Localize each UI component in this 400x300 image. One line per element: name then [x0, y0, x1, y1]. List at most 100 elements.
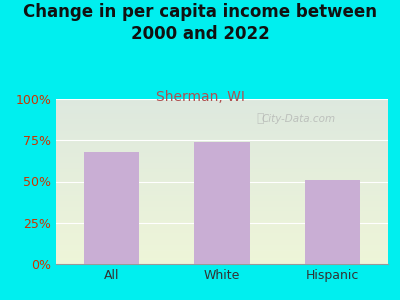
Bar: [56, 120, 388, 121]
Bar: [56, 230, 388, 231]
Bar: [56, 220, 388, 221]
Bar: [56, 163, 388, 164]
Bar: [56, 221, 388, 222]
Bar: [56, 139, 388, 140]
Bar: [56, 135, 388, 136]
Bar: [56, 131, 388, 132]
Bar: [56, 255, 388, 256]
Bar: [56, 202, 388, 203]
Bar: [56, 107, 388, 108]
Bar: [56, 128, 388, 129]
Bar: [56, 261, 388, 262]
Bar: [56, 251, 388, 252]
Bar: [56, 127, 388, 128]
Bar: [56, 164, 388, 165]
Bar: [56, 182, 388, 183]
Bar: [56, 158, 388, 159]
Bar: [56, 99, 388, 100]
Bar: [56, 109, 388, 110]
Bar: [56, 233, 388, 234]
Bar: [56, 193, 388, 194]
Bar: [56, 130, 388, 131]
Bar: [56, 126, 388, 127]
Bar: [56, 260, 388, 261]
Bar: [56, 111, 388, 112]
Bar: [56, 172, 388, 173]
Bar: [56, 141, 388, 142]
Bar: [56, 232, 388, 233]
Bar: [56, 250, 388, 251]
Bar: [56, 112, 388, 113]
Bar: [56, 263, 388, 264]
Bar: [56, 227, 388, 228]
Bar: [56, 231, 388, 232]
Bar: [56, 122, 388, 123]
Text: Ⓠ: Ⓠ: [256, 112, 264, 125]
Bar: [56, 185, 388, 186]
Bar: [56, 224, 388, 225]
Bar: [56, 226, 388, 227]
Bar: [56, 121, 388, 122]
Bar: [56, 238, 388, 239]
Bar: [56, 176, 388, 177]
Bar: [56, 189, 388, 190]
Bar: [56, 178, 388, 179]
Bar: [56, 259, 388, 260]
Bar: [56, 151, 388, 152]
Bar: [56, 132, 388, 133]
Bar: [56, 162, 388, 163]
Bar: [56, 123, 388, 124]
Bar: [56, 197, 388, 198]
Bar: [56, 113, 388, 114]
Bar: [56, 237, 388, 238]
Bar: [56, 205, 388, 206]
Bar: [56, 160, 388, 161]
Bar: [56, 103, 388, 104]
Bar: [56, 106, 388, 107]
Bar: [56, 167, 388, 168]
Bar: [56, 124, 388, 125]
Bar: [56, 119, 388, 120]
Bar: [56, 184, 388, 185]
Bar: [56, 223, 388, 224]
Bar: [56, 244, 388, 245]
Bar: [305, 180, 360, 264]
Bar: [56, 235, 388, 236]
Bar: [56, 147, 388, 148]
Bar: [56, 238, 388, 239]
Bar: [56, 254, 388, 255]
Bar: [56, 212, 388, 213]
Bar: [56, 183, 388, 184]
Text: City-Data.com: City-Data.com: [261, 114, 336, 124]
Bar: [56, 188, 388, 189]
Bar: [56, 108, 388, 109]
Bar: [56, 248, 388, 249]
Bar: [56, 229, 388, 230]
Bar: [56, 148, 388, 149]
Bar: [84, 152, 139, 264]
Bar: [56, 186, 388, 187]
Bar: [56, 171, 388, 172]
Bar: [56, 249, 388, 250]
Bar: [56, 247, 388, 248]
Bar: [56, 129, 388, 130]
Bar: [56, 157, 388, 158]
Bar: [56, 243, 388, 244]
Bar: [56, 114, 388, 115]
Bar: [56, 165, 388, 166]
Bar: [56, 149, 388, 150]
Bar: [56, 216, 388, 217]
Bar: [56, 137, 388, 138]
Bar: [56, 253, 388, 254]
Bar: [56, 133, 388, 134]
Bar: [56, 101, 388, 102]
Bar: [56, 204, 388, 205]
Bar: [56, 239, 388, 240]
Bar: [56, 144, 388, 145]
Bar: [56, 174, 388, 175]
Bar: [56, 257, 388, 258]
Bar: [56, 245, 388, 246]
Bar: [56, 136, 388, 137]
Bar: [56, 256, 388, 257]
Bar: [56, 214, 388, 215]
